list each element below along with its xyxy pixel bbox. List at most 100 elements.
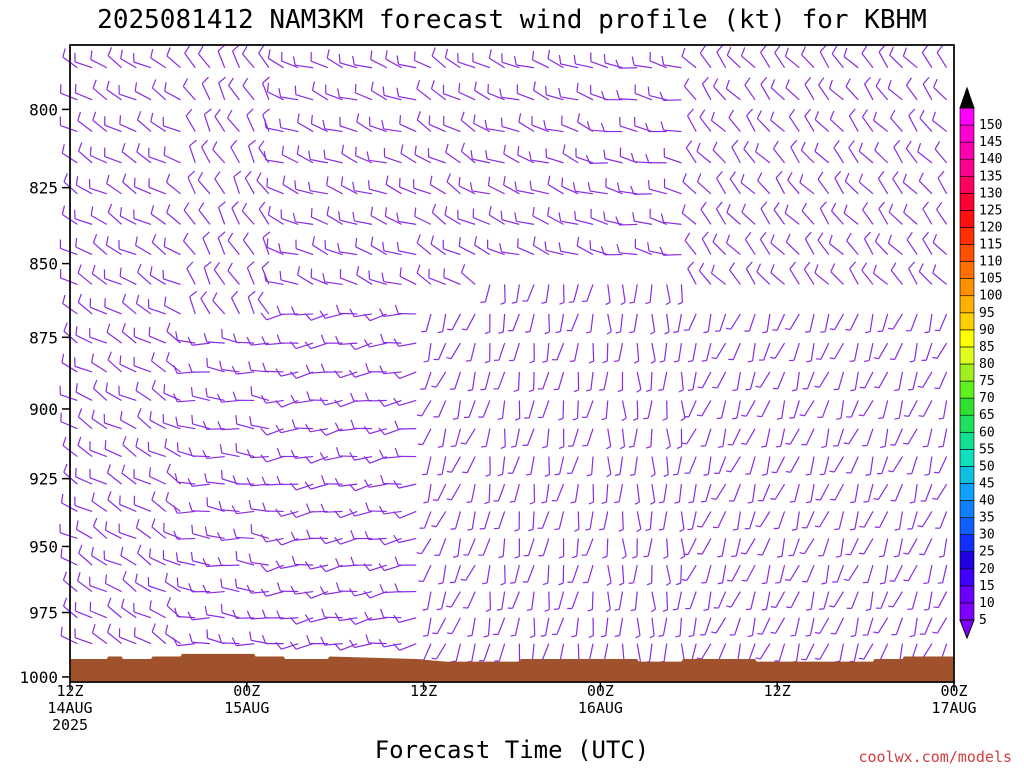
barb-shaft xyxy=(192,395,211,402)
barb-feather xyxy=(241,45,248,55)
barb-feather xyxy=(858,173,864,183)
barb-shaft xyxy=(482,538,491,556)
barb-shaft xyxy=(705,483,712,502)
wind-barb xyxy=(830,617,845,635)
barb-shaft xyxy=(918,180,933,195)
barb-feather xyxy=(773,201,780,211)
barb-feather xyxy=(602,555,608,559)
barb-feather xyxy=(770,356,776,359)
wind-barb xyxy=(770,234,785,256)
barb-feather xyxy=(233,170,242,178)
wind-barb xyxy=(522,428,535,446)
barb-shaft xyxy=(863,238,874,255)
barb-shaft xyxy=(446,181,461,195)
barb-feather xyxy=(602,360,608,364)
barb-feather xyxy=(446,173,451,183)
barb-feather xyxy=(605,608,611,613)
wind-barb xyxy=(788,108,800,132)
barb-shaft xyxy=(717,511,727,528)
barb-feather xyxy=(573,389,579,393)
wind-barb xyxy=(774,643,786,662)
wind-barb xyxy=(246,584,269,594)
barb-feather xyxy=(246,108,254,116)
wind-barb xyxy=(674,484,683,504)
barb-shaft xyxy=(221,509,240,513)
wind-barb xyxy=(227,109,240,132)
barb-feather xyxy=(175,416,179,426)
barb-feather xyxy=(119,207,123,217)
barb-feather xyxy=(630,152,635,162)
wind-barb xyxy=(320,636,343,646)
wind-barb xyxy=(858,173,874,195)
wind-barb xyxy=(922,428,933,448)
barb-feather xyxy=(843,442,849,445)
wind-barb xyxy=(494,643,506,662)
colorbar-swatch xyxy=(959,295,975,314)
wind-barb xyxy=(529,617,536,639)
colorbar-swatch xyxy=(959,363,975,382)
wind-barb xyxy=(311,81,329,101)
wind-barb xyxy=(91,264,108,285)
barb-shaft xyxy=(498,511,506,529)
barb-feather xyxy=(235,443,238,453)
wind-barb xyxy=(91,624,108,645)
barb-feather xyxy=(275,424,282,434)
barb-shaft xyxy=(151,388,167,401)
wind-barb xyxy=(147,441,166,458)
wind-barb xyxy=(446,483,461,501)
wind-barb xyxy=(74,209,93,225)
barb-shaft xyxy=(691,643,697,662)
barb-feather xyxy=(290,531,296,541)
barb-shaft xyxy=(281,537,299,546)
barb-shaft xyxy=(266,590,284,597)
barb-shaft xyxy=(221,428,240,431)
barb-feather xyxy=(496,608,502,611)
barb-shaft xyxy=(585,538,594,556)
barb-feather xyxy=(775,170,783,179)
barb-feather xyxy=(319,452,326,461)
barb-shaft xyxy=(251,561,269,566)
barb-shaft xyxy=(370,245,388,256)
barb-feather xyxy=(363,456,371,464)
wind-barb xyxy=(876,591,889,609)
barb-shaft xyxy=(90,214,108,225)
barb-shaft xyxy=(443,248,461,256)
barb-shaft xyxy=(666,428,671,447)
wind-barb xyxy=(354,83,373,101)
wind-barb xyxy=(499,88,520,101)
wind-barb xyxy=(188,447,210,458)
barb-feather xyxy=(258,45,265,54)
barb-feather xyxy=(393,643,400,651)
barb-shaft xyxy=(484,284,491,303)
wind-barb xyxy=(740,173,756,195)
barb-feather xyxy=(828,234,833,244)
barb-shaft xyxy=(701,643,712,660)
barb-feather xyxy=(547,206,550,216)
wind-barb xyxy=(633,116,653,133)
wind-barb xyxy=(162,269,181,286)
barb-feather xyxy=(334,536,341,545)
wind-barb xyxy=(276,334,299,344)
barb-feather xyxy=(790,634,796,637)
wind-barb xyxy=(701,564,712,584)
barb-feather xyxy=(571,555,577,559)
barb-shaft xyxy=(729,269,741,285)
y-tick-label: 975 xyxy=(29,604,58,623)
barb-feather xyxy=(467,528,473,531)
barb-shaft xyxy=(467,538,476,556)
wind-barb xyxy=(464,400,476,418)
barb-shaft xyxy=(701,371,712,389)
wind-barb xyxy=(516,84,535,101)
barb-shaft xyxy=(435,643,447,660)
barb-shaft xyxy=(833,456,845,473)
barb-feather xyxy=(744,77,751,86)
wind-barb xyxy=(206,497,225,512)
wind-barb xyxy=(747,343,756,363)
wind-barb xyxy=(399,115,417,133)
barb-shaft xyxy=(310,483,329,490)
barb-feather xyxy=(216,532,223,541)
x-tick-label: 12Z xyxy=(56,682,83,700)
barb-shaft xyxy=(819,208,830,225)
barb-shaft xyxy=(621,400,627,419)
